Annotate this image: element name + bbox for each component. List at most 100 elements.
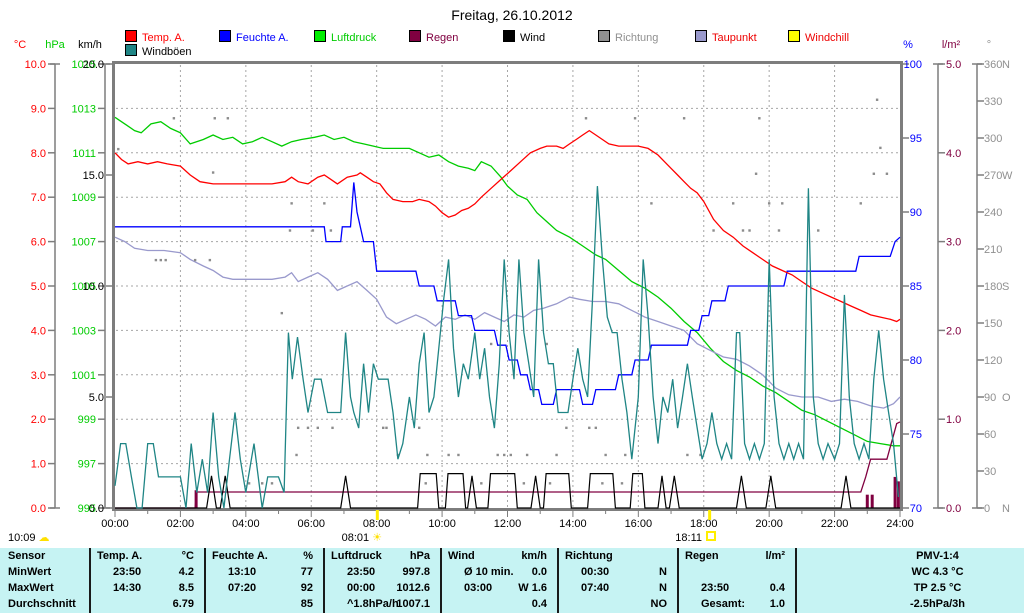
axis-tick-label: 0.0 [31,503,46,515]
table-value: 77 [300,566,313,578]
direction-dot [604,453,607,457]
cloud-icon: ☁ [38,532,50,544]
axis-tick-label: 75 [910,429,922,441]
x-tick-label: 02:00 [167,518,195,530]
direction-dot [817,229,820,232]
legend-item-regen: Regen [409,30,458,44]
axis-tick-label: 240 [984,207,1002,219]
x-tick-label: 10:00 [428,518,456,530]
direction-dot [503,453,506,457]
direction-dot [496,453,499,457]
axis-tick-label: 100 [904,59,922,71]
table-header: PMV-1:4 [916,550,959,562]
wind-line [115,473,900,509]
axis-tick-label: 5.0 [89,392,104,404]
page-title: Freitag, 26.10.2012 [451,7,573,23]
axis-tick-label: 3.0 [946,237,961,249]
table-value: 8.5 [178,582,194,594]
table-row-label: MaxWert [8,582,54,594]
table-value: 85 [300,598,313,610]
plot-frame [112,61,903,511]
direction-dot [247,482,251,485]
axis-tick-label: 95 [910,133,922,145]
table-header: Regen [685,550,719,562]
table-value: 92 [300,582,313,594]
direction-dot [426,453,429,457]
direction-dot [875,98,879,101]
table-separator [795,548,797,613]
direction-dot [885,172,889,175]
series-luftdruck [114,116,900,447]
table-value: TP 2.5 °C [913,582,962,594]
axis-tick-label: 120 [984,355,1002,367]
table-separator [323,548,325,613]
series-line [114,186,900,509]
axis-tick-label: 3.0 [31,370,46,382]
axis-tick-label: 1.0 [31,459,46,471]
axis-tick-label: 999 [78,414,96,426]
axis-tick-label: 90 [984,392,996,404]
legend-label: Windböen [142,46,192,58]
direction-dot [211,171,215,174]
table-separator [440,548,442,613]
table-time: 07:20 [228,582,257,594]
direction-dot [522,482,526,485]
series-line [114,116,900,447]
table-row-label: MinWert [8,566,52,578]
axis-tick-label: 70 [910,503,922,515]
direction-dot [712,229,715,232]
legend-label: Wind [520,32,546,44]
x-tick-label: 06:00 [297,518,325,530]
table-value: 0.0 [531,566,547,578]
x-tick-label: 20:00 [755,518,783,530]
sunrise-time: 08:01 ☀ [300,531,382,545]
table-header-unit: % [303,550,313,562]
table-header-unit: hPa [409,550,430,562]
table-time: 23:50 [701,582,730,594]
direction-dot [748,229,751,232]
direction-dot [588,426,591,430]
table-value: 0.4 [531,598,547,610]
legend-swatch-icon [598,30,610,42]
legend-item-windböen: Windböen [125,44,192,58]
series-richtung [117,98,889,485]
legend-label: Taupunkt [712,32,757,44]
direction-dot [650,202,653,205]
axis-cardinal-label: N [1002,503,1010,515]
legend-swatch-icon [503,30,515,42]
unit-label-humidity: % [903,39,913,51]
direction-dot [164,258,167,262]
table-value: WC 4.3 °C [911,566,964,578]
legend-item-taupunkt: Taupunkt [695,30,757,44]
axis-tick-label: 85 [910,281,922,293]
table-value: 1.0 [769,598,785,610]
direction-dot [879,146,882,150]
unit-label-direction: ° [987,39,991,51]
direction-dot [295,453,298,457]
direction-dot [417,426,421,430]
table-time: ^1.8hPa/h [347,598,399,610]
axis-tick-label: 90 [910,207,922,219]
axis-tick-label: 5.0 [31,281,46,293]
direction-dot [323,202,326,205]
direction-dot [172,117,176,120]
legend-swatch-icon [219,30,231,42]
axis-tick-label: 8.0 [31,148,46,160]
direction-dot [385,426,388,430]
axis-tick-label: 0 [984,503,990,515]
table-time: Gesamt: [701,598,746,610]
sun-icon: ☀ [372,532,382,544]
unit-label-pressure: hPa [45,39,65,51]
x-tick-label: 18:00 [690,518,718,530]
direction-dot [382,426,385,430]
direction-dot [290,202,293,205]
unit-label-temp: °C [14,39,26,51]
series-temp-a- [114,129,901,323]
legend-item-richtung: Richtung [598,30,658,44]
unit-label-wind: km/h [78,39,102,51]
legend-swatch-icon [125,30,137,42]
axis-tick-label: 995 [78,503,96,515]
direction-dot [754,172,758,175]
axis-tick-label: 15.0 [83,170,104,182]
